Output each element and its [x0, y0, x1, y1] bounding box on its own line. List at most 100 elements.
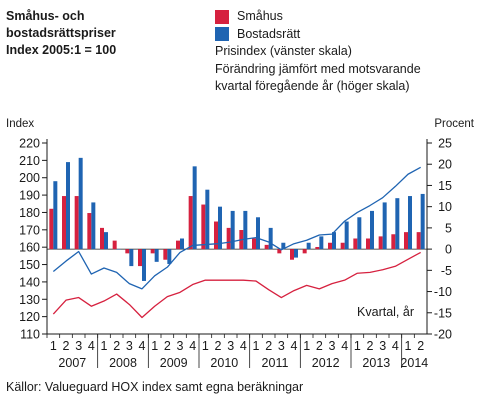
x-tick-label-quarter: 3: [227, 339, 234, 353]
left-tick-label: 160: [19, 241, 40, 255]
line-bostadsratt: [52, 166, 421, 290]
bar-bostadsratt: [268, 227, 273, 250]
x-tick-label-quarter: 2: [215, 339, 222, 353]
bar-smahus: [112, 240, 117, 250]
x-tick-label-year: 2009: [160, 356, 188, 370]
bar-smahus: [138, 249, 142, 267]
right-tick-label: -20: [434, 328, 452, 342]
x-tick-label-quarter: 2: [113, 339, 120, 353]
bar-bostadsratt: [167, 249, 172, 264]
bar-bostadsratt: [116, 249, 121, 250]
bar-smahus: [62, 196, 66, 250]
left-tick-label: 140: [19, 275, 40, 289]
chart-title-line-1: Småhus- och: [6, 9, 85, 23]
bar-smahus: [87, 213, 92, 250]
x-tick-label-quarter: 3: [177, 339, 184, 353]
bar-bostadsratt: [408, 196, 412, 250]
right-tick-label: 25: [438, 137, 452, 151]
bar-smahus: [150, 249, 155, 254]
bar-smahus: [74, 196, 79, 250]
bar-smahus: [315, 246, 320, 250]
left-tick-label: 190: [19, 189, 40, 203]
chart-title-line-3: Index 2005:1 = 100: [6, 43, 117, 57]
bar-smahus: [366, 238, 370, 250]
x-tick-label-quarter: 4: [189, 339, 196, 353]
left-tick-label: 220: [19, 137, 40, 151]
right-tick-label: 15: [438, 179, 452, 193]
left-tick-label: 150: [19, 258, 40, 272]
bar-bostadsratt: [281, 242, 286, 250]
bar-bostadsratt: [53, 181, 58, 250]
bar-smahus: [125, 249, 130, 254]
x-tick-label-quarter: 3: [329, 339, 336, 353]
bar-bostadsratt: [129, 249, 134, 267]
bar-bostadsratt: [142, 249, 146, 281]
chart-title: Småhus- och bostadsrättspriser Index 200…: [6, 8, 116, 59]
bar-smahus: [163, 249, 168, 260]
x-tick-label-quarter: 2: [316, 339, 323, 353]
bar-smahus: [100, 227, 104, 250]
left-tick-label: 180: [19, 206, 40, 220]
bar-bostadsratt: [243, 210, 248, 250]
legend-swatch-smahus: [215, 9, 229, 24]
legend-note-1: Prisindex (vänster skala): [215, 44, 352, 58]
x-tick-label-quarter: 1: [303, 339, 310, 353]
chart-title-line-2: bostadsrättspriser: [6, 26, 116, 40]
right-axis-title: Procent: [434, 118, 474, 130]
right-tick-label: -15: [434, 306, 452, 320]
x-tick-label-quarter: 1: [253, 339, 260, 353]
x-tick-label-quarter: 2: [164, 339, 171, 353]
bar-bostadsratt: [218, 206, 222, 250]
bar-bostadsratt: [294, 249, 298, 258]
x-tick-label-year: 2012: [312, 356, 340, 370]
bar-bostadsratt: [357, 217, 362, 250]
bar-smahus: [328, 242, 332, 250]
x-tick-label-quarter: 4: [88, 339, 95, 353]
right-tick-label: 20: [438, 158, 452, 172]
bar-bostadsratt: [344, 221, 349, 250]
legend-note-2: Förändring jämfört med motsvarande: [215, 61, 421, 76]
left-tick-label: 170: [19, 223, 40, 237]
bar-smahus: [201, 204, 206, 250]
right-tick-label: -5: [441, 264, 452, 278]
legend-label-smahus: Småhus: [237, 9, 283, 23]
bar-smahus: [188, 196, 193, 250]
left-tick-label: 200: [19, 171, 40, 185]
legend-item-bostadsratt: Bostadsrätt: [215, 26, 421, 44]
bar-smahus: [416, 232, 421, 250]
bar-bostadsratt: [332, 232, 336, 250]
x-tick-label-quarter: 1: [405, 339, 412, 353]
bar-smahus: [214, 221, 218, 250]
left-tick-label: 130: [19, 293, 40, 307]
bar-bostadsratt: [66, 162, 70, 250]
legend-item-smahus: Småhus: [215, 8, 421, 26]
bar-bostadsratt: [91, 202, 96, 250]
x-tick-label-quarter: 2: [63, 339, 70, 353]
x-tick-label-quarter: 3: [75, 339, 82, 353]
bar-smahus: [226, 227, 231, 250]
bar-bostadsratt: [370, 210, 374, 250]
bar-smahus: [252, 238, 256, 250]
x-tick-label-quarter: 4: [392, 339, 399, 353]
source-note: Källor: Valueguard HOX index samt egna b…: [6, 380, 304, 394]
bar-bostadsratt: [306, 242, 311, 250]
bar-bostadsratt: [319, 236, 324, 250]
bar-bostadsratt: [192, 166, 197, 250]
x-tick-label-quarter: 1: [50, 339, 57, 353]
x-tick-label-year: 2014: [400, 356, 428, 370]
right-tick-label: 10: [438, 200, 452, 214]
x-tick-label-quarter: 1: [151, 339, 158, 353]
bar-smahus: [264, 244, 269, 250]
x-tick-label-quarter: 4: [291, 339, 298, 353]
bar-bostadsratt: [256, 217, 260, 250]
bar-bostadsratt: [78, 157, 83, 250]
x-tick-label-quarter: 4: [341, 339, 348, 353]
bar-bostadsratt: [205, 189, 210, 250]
left-tick-label: 210: [19, 154, 40, 168]
x-tick-label-quarter: 2: [367, 339, 374, 353]
left-tick-label: 120: [19, 310, 40, 324]
x-tick-label-year: 2008: [109, 356, 137, 370]
x-tick-label-quarter: 2: [417, 339, 424, 353]
x-tick-label-quarter: 1: [354, 339, 361, 353]
